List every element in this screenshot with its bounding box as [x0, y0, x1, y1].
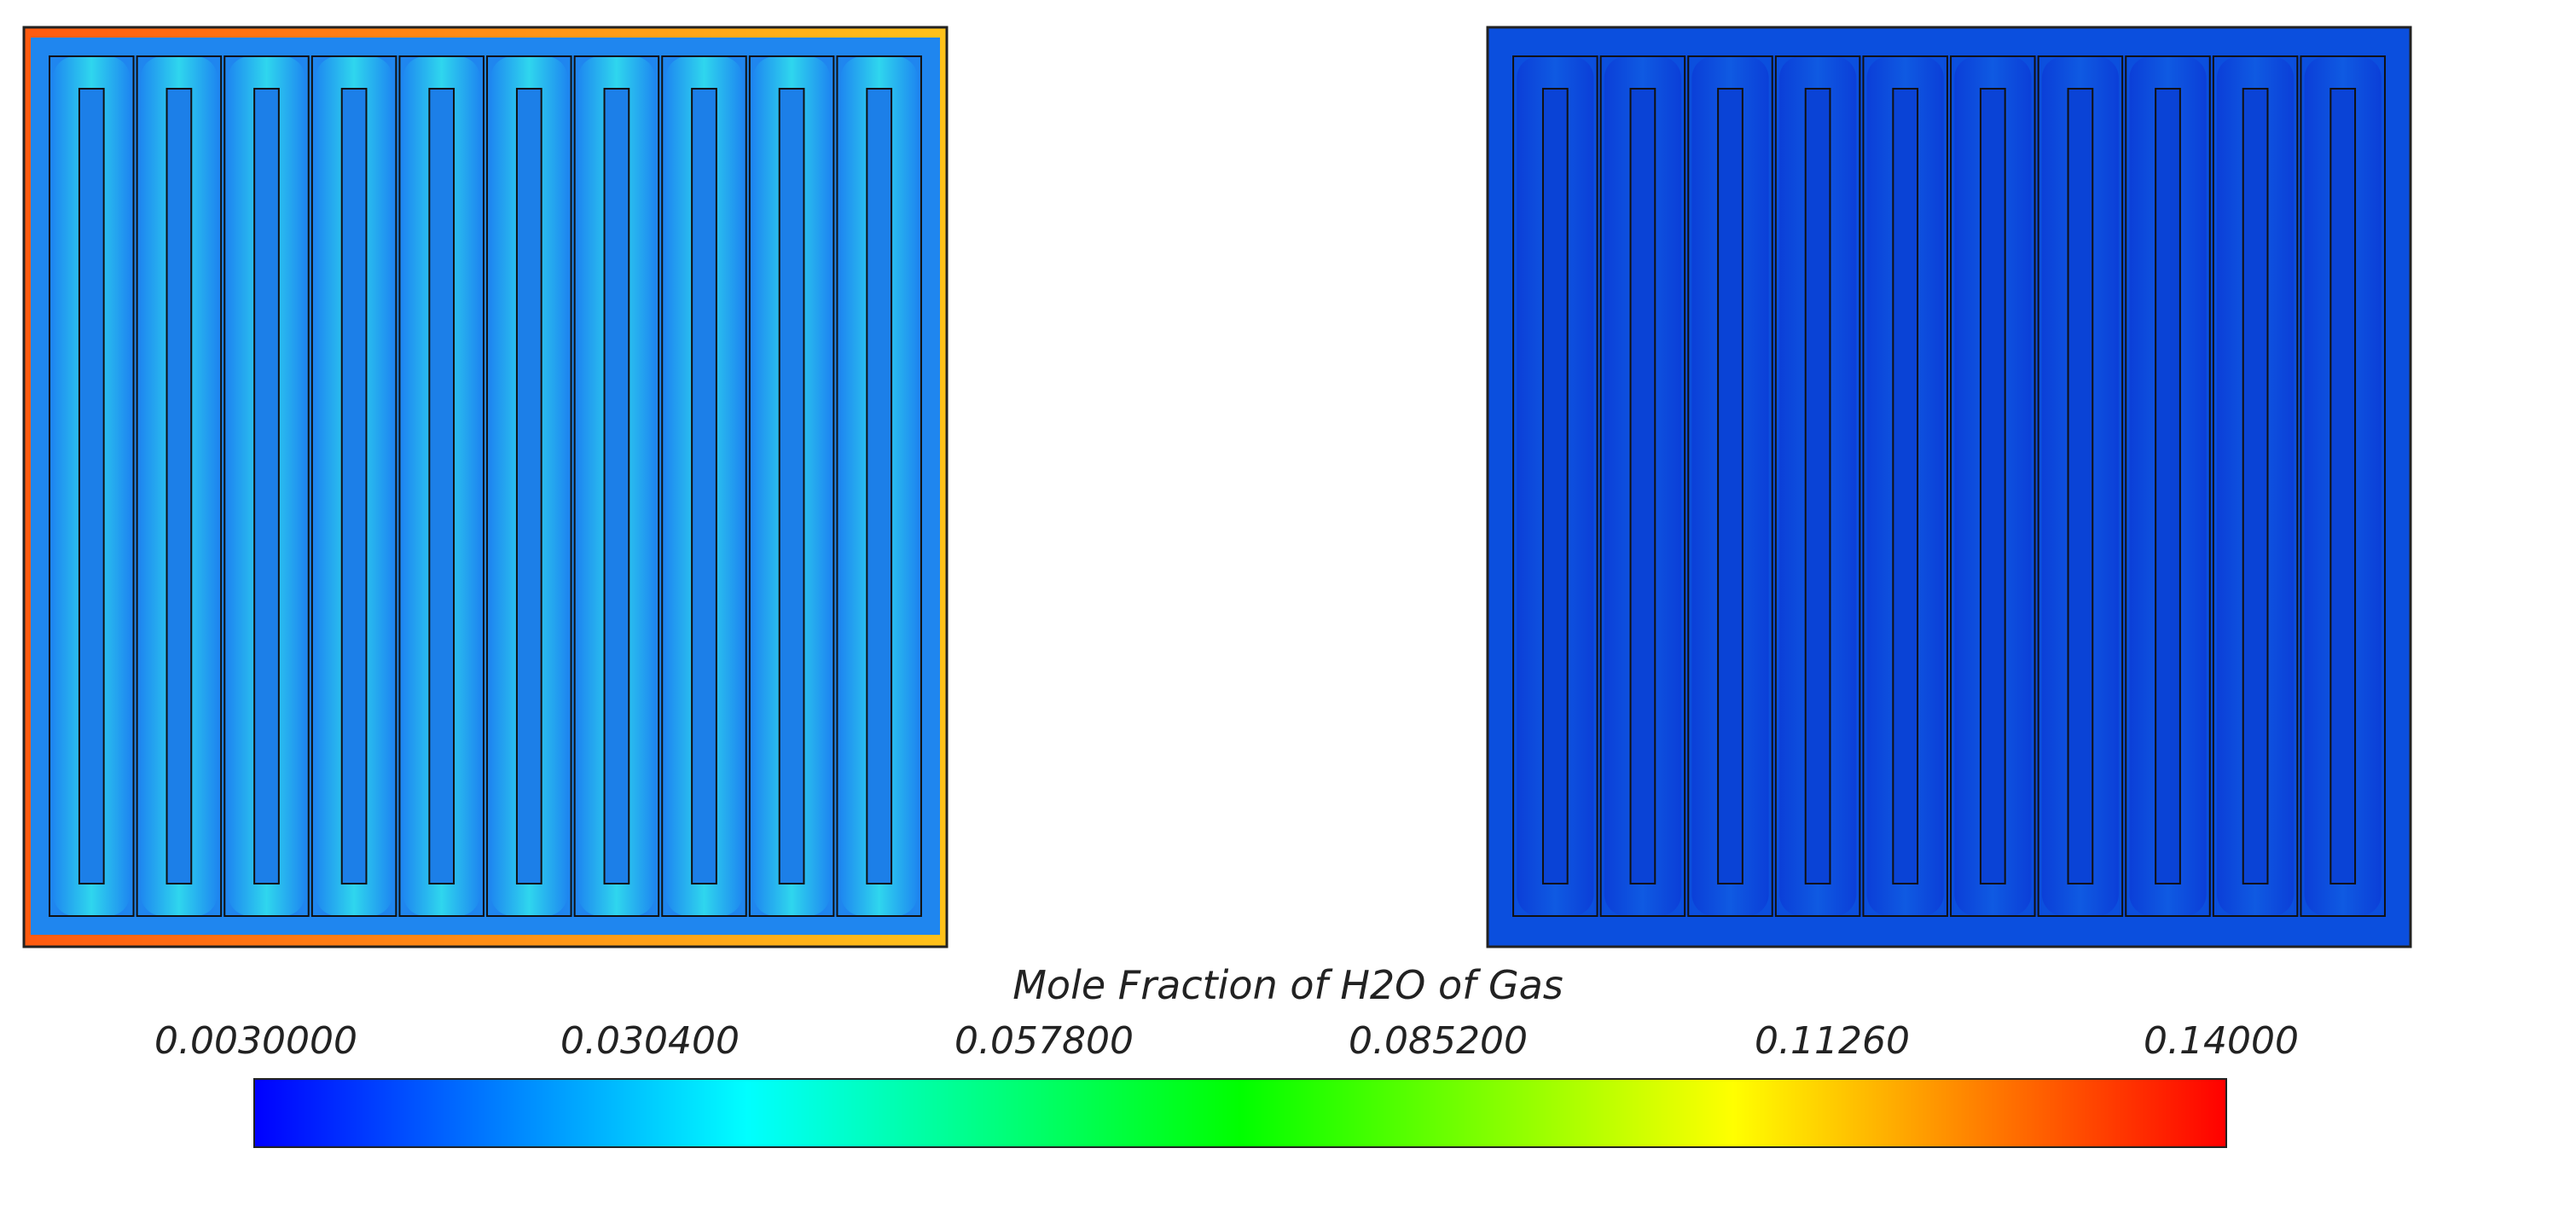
channel-outline	[603, 88, 630, 884]
channel-outline	[253, 88, 280, 884]
right-channel-ribs	[1512, 55, 2386, 917]
channel-boundary	[136, 55, 223, 917]
channel-outline	[165, 88, 193, 884]
colorbar-title: Mole Fraction of H2O of Gas	[1012, 962, 1564, 1008]
channel-land	[1893, 89, 1918, 884]
channel-outline	[340, 88, 368, 884]
channel-outline	[78, 88, 105, 884]
channel-outline	[1892, 88, 1919, 884]
right-panel-frame	[1486, 26, 2412, 948]
channel-boundary	[310, 55, 397, 917]
channel-boundary	[398, 55, 484, 917]
channel-outline	[428, 88, 455, 884]
channel-outline	[1541, 88, 1569, 884]
channel-boundary	[49, 55, 135, 917]
channel-outline	[1629, 88, 1656, 884]
channel-land	[516, 89, 542, 884]
channel-land	[2155, 89, 2180, 884]
channel-boundary	[1862, 55, 1948, 917]
channel-boundary	[1512, 55, 1598, 917]
colorbar-tick-3: 0.085200	[1349, 1019, 1528, 1063]
colorbar-tick-2: 0.057800	[954, 1019, 1134, 1063]
channel-boundary	[1774, 55, 1861, 917]
right-contour-panel	[1486, 26, 2412, 948]
channel-boundary	[661, 55, 747, 917]
channel-boundary	[2037, 55, 2124, 917]
channel-boundary	[1599, 55, 1686, 917]
channel-outline	[515, 88, 542, 884]
channel-land	[1805, 89, 1830, 884]
channel-land	[254, 89, 279, 884]
channel-land	[692, 89, 717, 884]
channel-land	[341, 89, 367, 884]
channel-land	[2242, 89, 2268, 884]
left-contour-panel	[22, 26, 949, 948]
channel-boundary	[748, 55, 835, 917]
channel-outline	[778, 88, 805, 884]
channel-boundary	[573, 55, 660, 917]
channel-outline	[1804, 88, 1831, 884]
colorbar-gradient	[253, 1078, 2227, 1148]
colorbar-tick-0: 0.0030000	[154, 1019, 357, 1063]
channel-land	[1718, 89, 1743, 884]
left-panel-frame	[22, 26, 949, 948]
channel-land	[78, 89, 104, 884]
channel-boundary	[2300, 55, 2386, 917]
channel-outline	[2067, 88, 2094, 884]
channel-outline	[691, 88, 717, 884]
channel-land	[2068, 89, 2093, 884]
left-channel-ribs	[49, 55, 922, 917]
channel-land	[429, 89, 455, 884]
channel-boundary	[223, 55, 310, 917]
channel-outline	[2155, 88, 2181, 884]
channel-boundary	[836, 55, 922, 917]
channel-land	[1980, 89, 2005, 884]
channel-outline	[1717, 88, 1743, 884]
channel-outline	[1979, 88, 2006, 884]
channel-outline	[866, 88, 893, 884]
colorbar-tick-4: 0.11260	[1755, 1019, 1910, 1063]
colorbar-tick-1: 0.030400	[560, 1019, 740, 1063]
channel-boundary	[1687, 55, 1773, 917]
channel-boundary	[2212, 55, 2299, 917]
channel-boundary	[486, 55, 572, 917]
channel-land	[1542, 89, 1568, 884]
channel-boundary	[1950, 55, 2036, 917]
channel-outline	[2329, 88, 2357, 884]
channel-boundary	[2125, 55, 2211, 917]
channel-land	[1630, 89, 1656, 884]
channel-land	[604, 89, 629, 884]
channel-land	[2330, 89, 2356, 884]
channel-land	[166, 89, 192, 884]
colorbar-tick-5: 0.14000	[2144, 1019, 2299, 1063]
channel-outline	[2242, 88, 2269, 884]
channel-land	[779, 89, 804, 884]
channel-land	[867, 89, 892, 884]
